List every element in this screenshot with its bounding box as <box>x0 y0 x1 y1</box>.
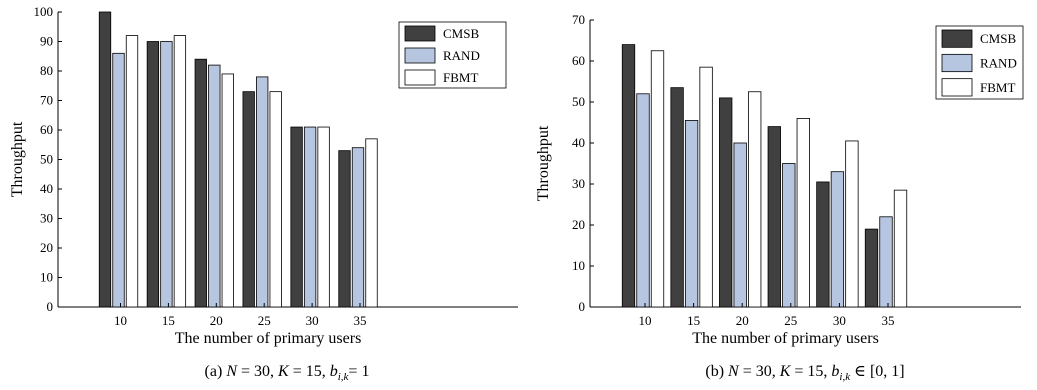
legend-swatch-fbmt <box>404 69 436 86</box>
bar-cmsb-20 <box>194 58 207 308</box>
legend-swatch-rand <box>941 53 973 73</box>
x-tick-label: 10 <box>639 313 652 328</box>
x-tick-label: 25 <box>784 313 797 328</box>
legend-label-fbmt: FBMT <box>443 70 478 85</box>
chart-panel-b: 0 10 20 30 40 50 60 70 10 15 20 25 30 35 CMSB RAND FBMT T… <box>535 12 1024 383</box>
y-tick-label: 40 <box>40 181 53 196</box>
y-tick-label: 10 <box>40 270 53 285</box>
y-tick-label: 50 <box>572 94 585 109</box>
legend-swatch-cmsb <box>404 25 436 42</box>
y-tick-label: 40 <box>572 135 585 150</box>
bar-fbmt-15 <box>173 35 187 308</box>
bar-fbmt-10 <box>125 35 139 308</box>
y-tick-label: 30 <box>572 176 585 191</box>
bar-cmsb-10 <box>621 44 636 308</box>
x-tick-label: 20 <box>736 313 749 328</box>
legend-swatch-rand <box>404 47 436 64</box>
bar-rand-25 <box>782 163 796 308</box>
x-tick-label: 30 <box>833 313 846 328</box>
bar-rand-20 <box>208 64 221 308</box>
y-axis-label: Throughput <box>9 121 26 197</box>
legend-label-cmsb: CMSB <box>980 31 1016 46</box>
bar-cmsb-15 <box>146 41 160 308</box>
legend: CMSB RAND FBMT <box>398 21 507 89</box>
bar-fbmt-35 <box>893 189 908 308</box>
bar-fbmt-35 <box>365 138 378 308</box>
bar-cmsb-20 <box>719 97 733 308</box>
bar-rand-35 <box>351 147 365 308</box>
caption: (a) N = 30, K = 15, bi,k= 1 <box>205 363 370 383</box>
y-tick-label: 20 <box>572 217 585 232</box>
legend-label-fbmt: FBMT <box>980 80 1015 95</box>
chart-panel-a: 0 10 20 30 40 50 60 70 80 90 100 10 15 20 25 30 35 CMSB RA… <box>9 4 518 383</box>
y-tick-label: 100 <box>34 4 54 19</box>
y-tick-label: 80 <box>40 63 53 78</box>
y-tick-label: 20 <box>40 240 53 255</box>
y-tick-label: 0 <box>579 299 586 314</box>
y-tick-label: 70 <box>40 93 53 108</box>
bar-cmsb-35 <box>338 150 351 308</box>
x-tick-label: 35 <box>882 313 895 328</box>
bar-cmsb-10 <box>98 11 112 308</box>
y-tick-label: 90 <box>40 34 53 49</box>
legend-label-cmsb: CMSB <box>443 26 479 41</box>
bar-fbmt-15 <box>699 66 713 308</box>
legend-label-rand: RAND <box>443 48 480 63</box>
legend-label-rand: RAND <box>980 56 1017 71</box>
bar-rand-35 <box>879 216 893 308</box>
bar-fbmt-30 <box>317 126 330 308</box>
bar-fbmt-20 <box>748 91 762 308</box>
y-tick-label: 10 <box>572 258 585 273</box>
bar-cmsb-35 <box>864 228 879 308</box>
y-tick-label: 0 <box>47 299 54 314</box>
x-tick-label: 30 <box>306 313 319 328</box>
bar-cmsb-25 <box>767 126 781 308</box>
bar-rand-30 <box>830 171 845 308</box>
bar-rand-10 <box>112 52 125 308</box>
x-tick-label: 20 <box>210 313 223 328</box>
y-tick-label: 30 <box>40 211 53 226</box>
bar-fbmt-10 <box>650 50 665 308</box>
x-axis-label: The number of primary users <box>175 330 362 347</box>
legend: CMSB RAND FBMT <box>935 25 1024 100</box>
bar-fbmt-25 <box>796 118 810 308</box>
legend-swatch-cmsb <box>941 29 973 48</box>
bar-cmsb-25 <box>242 91 255 308</box>
y-tick-label: 70 <box>572 12 585 27</box>
y-axis-label: Throughput <box>535 125 552 201</box>
bar-rand-15 <box>160 41 173 308</box>
bar-cmsb-30 <box>816 181 830 308</box>
y-tick-label: 60 <box>572 53 585 68</box>
legend-swatch-fbmt <box>941 78 973 97</box>
bar-rand-10 <box>636 93 650 308</box>
caption: (b) N = 30, K = 15, bi,k ∈ [0, 1] <box>705 363 904 383</box>
y-tick-label: 50 <box>40 152 53 167</box>
bar-rand-20 <box>733 142 747 308</box>
y-tick-label: 60 <box>40 122 53 137</box>
bar-rand-30 <box>303 126 317 308</box>
x-tick-label: 15 <box>687 313 700 328</box>
x-tick-label: 35 <box>354 313 367 328</box>
bar-rand-15 <box>684 120 699 308</box>
bar-fbmt-25 <box>269 91 282 308</box>
x-tick-label: 10 <box>114 313 127 328</box>
x-axis-label: The number of primary users <box>692 330 879 347</box>
x-tick-label: 25 <box>258 313 271 328</box>
bar-cmsb-30 <box>290 126 303 308</box>
bar-rand-25 <box>256 76 269 308</box>
x-tick-label: 15 <box>162 313 175 328</box>
bar-fbmt-30 <box>845 140 859 308</box>
bar-fbmt-20 <box>221 73 234 308</box>
bar-cmsb-15 <box>670 87 684 308</box>
